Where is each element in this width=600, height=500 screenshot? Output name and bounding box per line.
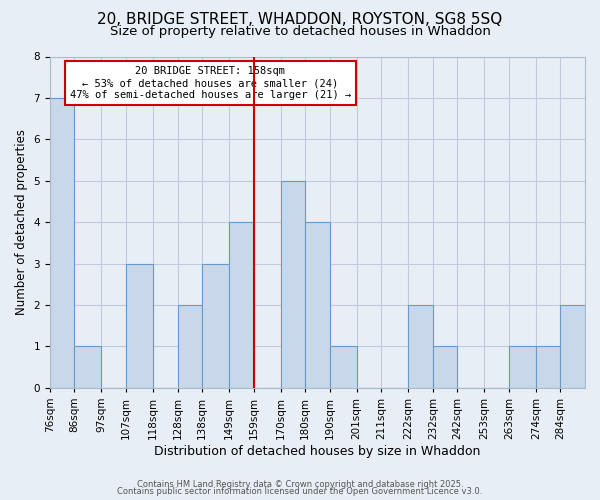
Y-axis label: Number of detached properties: Number of detached properties	[15, 129, 28, 315]
Bar	[74, 346, 101, 388]
Bar	[50, 98, 74, 388]
Bar	[433, 346, 457, 388]
X-axis label: Distribution of detached houses by size in Whaddon: Distribution of detached houses by size …	[154, 444, 481, 458]
Bar	[229, 222, 254, 388]
Bar	[408, 305, 433, 388]
Bar	[509, 346, 536, 388]
Bar	[330, 346, 357, 388]
Text: Contains public sector information licensed under the Open Government Licence v3: Contains public sector information licen…	[118, 487, 482, 496]
Bar	[536, 346, 560, 388]
Bar	[281, 180, 305, 388]
Text: 20, BRIDGE STREET, WHADDON, ROYSTON, SG8 5SQ: 20, BRIDGE STREET, WHADDON, ROYSTON, SG8…	[97, 12, 503, 28]
Bar	[305, 222, 330, 388]
Bar	[202, 264, 229, 388]
Bar	[126, 264, 153, 388]
Text: Size of property relative to detached houses in Whaddon: Size of property relative to detached ho…	[110, 25, 490, 38]
Text: Contains HM Land Registry data © Crown copyright and database right 2025.: Contains HM Land Registry data © Crown c…	[137, 480, 463, 489]
Bar	[560, 305, 585, 388]
Text: 20 BRIDGE STREET: 158sqm
← 53% of detached houses are smaller (24)
47% of semi-d: 20 BRIDGE STREET: 158sqm ← 53% of detach…	[70, 66, 351, 100]
Bar	[178, 305, 202, 388]
